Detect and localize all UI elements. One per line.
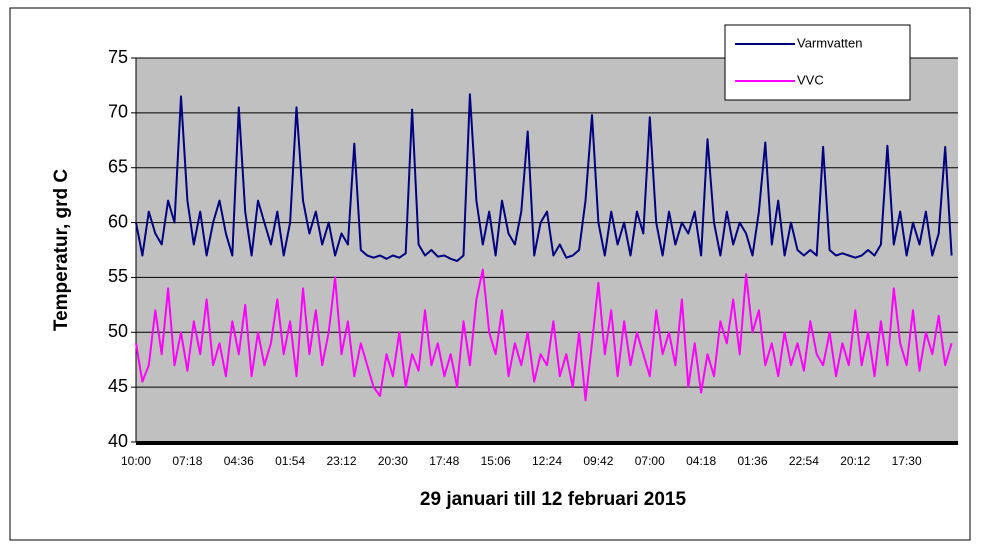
x-tick-label: 09:42	[583, 454, 613, 468]
x-tick-label: 01:54	[275, 454, 305, 468]
y-tick-label: 60	[108, 211, 128, 231]
x-axis-title: 29 januari till 12 februari 2015	[420, 489, 687, 510]
legend-label: VVC	[797, 72, 824, 87]
x-tick-label: 15:06	[481, 454, 511, 468]
x-tick-label: 20:30	[378, 454, 408, 468]
y-tick-label: 75	[108, 47, 128, 67]
series-line	[135, 93, 953, 262]
x-tick-label: 07:00	[635, 454, 665, 468]
x-tick-label: 22:54	[789, 454, 819, 468]
x-tick-label: 17:30	[892, 454, 922, 468]
y-axis-title: Temperatur, grd C	[51, 169, 72, 332]
x-tick-label: 12:24	[532, 454, 562, 468]
y-tick-label: 70	[108, 102, 128, 122]
x-tick-label: 04:18	[686, 454, 716, 468]
x-tick-label: 23:12	[326, 454, 356, 468]
x-tick-label: 01:36	[737, 454, 767, 468]
series-line	[135, 268, 953, 402]
legend-box	[724, 24, 911, 101]
x-tick-label: 07:18	[172, 454, 202, 468]
plot-area	[136, 58, 958, 442]
x-tick-label: 17:48	[429, 454, 459, 468]
legend-label: Varmvatten	[797, 35, 863, 50]
y-tick-label: 50	[108, 321, 128, 341]
y-tick-label: 45	[108, 376, 128, 396]
x-tick-label: 04:36	[224, 454, 254, 468]
x-tick-label: 10:00	[121, 454, 151, 468]
y-tick-label: 65	[108, 156, 128, 176]
x-tick-label: 20:12	[840, 454, 870, 468]
y-tick-label: 55	[108, 266, 128, 286]
y-tick-label: 40	[108, 431, 128, 451]
